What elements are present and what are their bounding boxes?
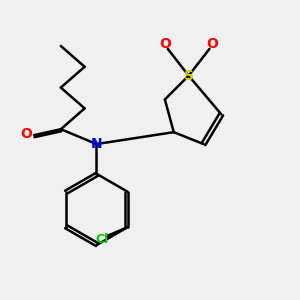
Text: N: N (91, 137, 102, 151)
Text: O: O (206, 38, 218, 52)
Text: O: O (21, 127, 33, 141)
Text: O: O (159, 38, 171, 52)
Text: Cl: Cl (95, 233, 109, 246)
Text: S: S (184, 69, 194, 83)
